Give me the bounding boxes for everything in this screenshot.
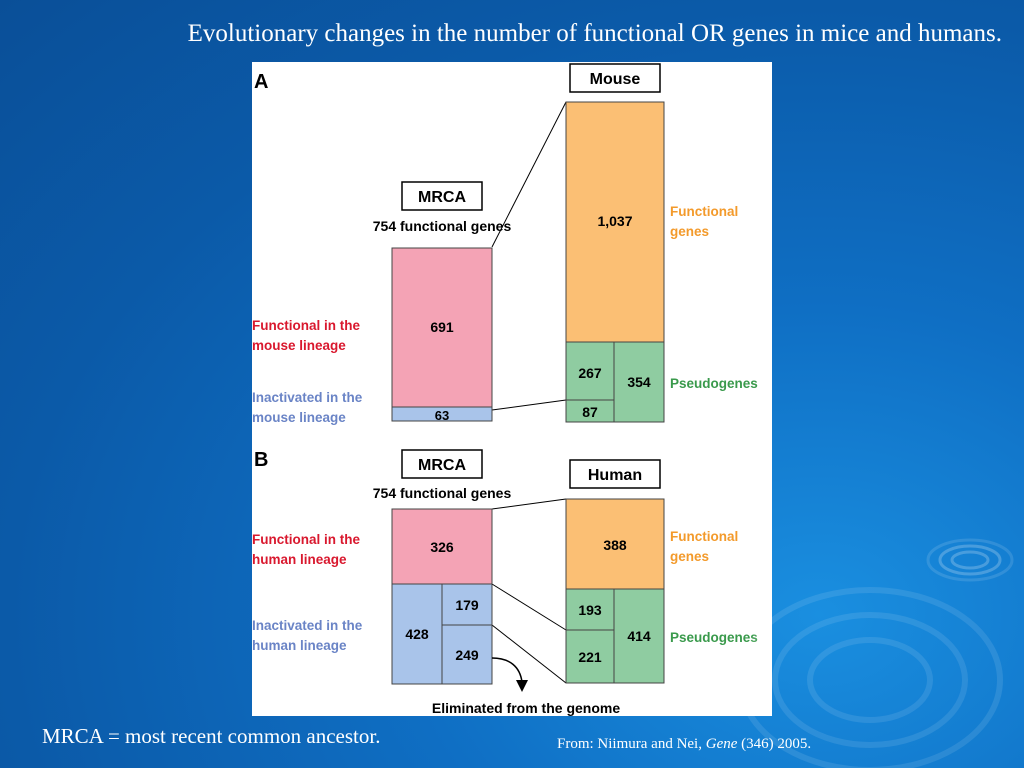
human-pseudo-total-bar <box>613 588 665 684</box>
connector-a-top <box>491 101 567 248</box>
label-functional-mouse-lineage-1: Functional in the <box>252 318 360 333</box>
mrca-box-b <box>401 449 483 479</box>
human-functional-value: 388 <box>603 537 627 553</box>
label-functional-genes-b-1: Functional <box>670 529 738 544</box>
label-functional-genes-b: Functional genes <box>670 529 742 564</box>
human-pseudo-total-value: 414 <box>627 628 651 644</box>
footnote-mrca: MRCA = most recent common ancestor. <box>42 724 381 748</box>
label-inactivated-human-lineage: Inactivated in the human lineage <box>252 618 366 653</box>
mrca-b-249-bar <box>441 624 493 685</box>
mrca-b-179-value: 179 <box>455 597 479 613</box>
mrca-b-inactivated-value: 428 <box>405 626 429 642</box>
mrca-a-functional-bar <box>391 247 493 408</box>
human-pseudo-221-bar <box>565 629 615 684</box>
label-pseudogenes-b: Pseudogenes <box>670 630 758 645</box>
panel-b-letter: B <box>254 449 268 471</box>
citation-prefix: From: Niimura and Nei, <box>557 736 706 752</box>
label-inactivated-mouse-lineage-2: mouse lineage <box>252 410 346 425</box>
mrca-b-179-bar <box>441 583 493 626</box>
mrca-a-inactivated-bar <box>391 406 493 422</box>
label-pseudogenes-a: Pseudogenes <box>670 376 758 391</box>
connector-b-low <box>491 624 567 684</box>
label-inactivated-human-lineage-2: human lineage <box>252 638 347 653</box>
label-functional-genes-a: Functional genes <box>670 204 742 239</box>
mouse-box-label: Mouse <box>590 71 641 88</box>
eliminated-arrowhead <box>516 680 528 692</box>
citation-suffix: (346) 2005. <box>737 736 812 752</box>
mrca-box-b-label: MRCA <box>418 457 466 474</box>
mrca-b-249-value: 249 <box>455 647 479 663</box>
mouse-functional-value: 1,037 <box>597 213 632 229</box>
mrca-a-functional-value: 691 <box>430 319 454 335</box>
connector-a-bottom <box>491 399 567 411</box>
mrca-b-functional-bar <box>391 508 493 585</box>
panel-a-letter: A <box>254 71 268 93</box>
mrca-b-subtitle: 754 functional genes <box>373 485 512 501</box>
mouse-pseudo-87-value: 87 <box>582 404 598 420</box>
mouse-functional-bar <box>565 101 665 343</box>
label-functional-genes-b-2: genes <box>670 549 709 564</box>
eliminated-arrow <box>491 657 523 683</box>
label-inactivated-mouse-lineage-1: Inactivated in the <box>252 390 363 405</box>
label-functional-genes-a-2: genes <box>670 224 709 239</box>
figure-panel: A Mouse MRCA 754 functional genes 691 63… <box>252 62 772 716</box>
human-pseudo-221-value: 221 <box>578 649 602 665</box>
mrca-a-subtitle: 754 functional genes <box>373 218 512 234</box>
or-gene-diagram: A Mouse MRCA 754 functional genes 691 63… <box>252 63 758 716</box>
human-pseudo-193-value: 193 <box>578 602 602 618</box>
citation-journal: Gene <box>705 736 738 752</box>
label-functional-mouse-lineage-2: mouse lineage <box>252 338 346 353</box>
label-functional-human-lineage-2: human lineage <box>252 552 347 567</box>
mrca-a-inactivated-value: 63 <box>435 408 449 423</box>
mouse-pseudo-total-bar <box>613 341 665 423</box>
connector-b-top <box>491 498 567 510</box>
label-functional-human-lineage: Functional in the human lineage <box>252 532 364 567</box>
human-pseudo-193-bar <box>565 588 615 631</box>
human-box-label: Human <box>588 467 642 484</box>
label-functional-genes-a-1: Functional <box>670 204 738 219</box>
mrca-box-a-label: MRCA <box>418 189 466 206</box>
mouse-pseudo-total-value: 354 <box>627 374 651 390</box>
label-functional-human-lineage-1: Functional in the <box>252 532 360 547</box>
human-box <box>569 459 661 489</box>
connector-b-mid <box>491 583 567 631</box>
eliminated-label: Eliminated from the genome <box>432 700 620 716</box>
mrca-b-functional-value: 326 <box>430 539 454 555</box>
source-citation: From: Niimura and Nei, Gene (346) 2005. <box>557 736 811 753</box>
label-functional-mouse-lineage: Functional in the mouse lineage <box>252 318 364 353</box>
slide-title: Evolutionary changes in the number of fu… <box>187 20 1002 47</box>
label-inactivated-human-lineage-1: Inactivated in the <box>252 618 363 633</box>
human-functional-bar <box>565 498 665 590</box>
mouse-pseudo-267-value: 267 <box>578 365 602 381</box>
label-inactivated-mouse-lineage: Inactivated in the mouse lineage <box>252 390 366 425</box>
mouse-box <box>569 63 661 93</box>
mrca-box-a <box>401 181 483 211</box>
